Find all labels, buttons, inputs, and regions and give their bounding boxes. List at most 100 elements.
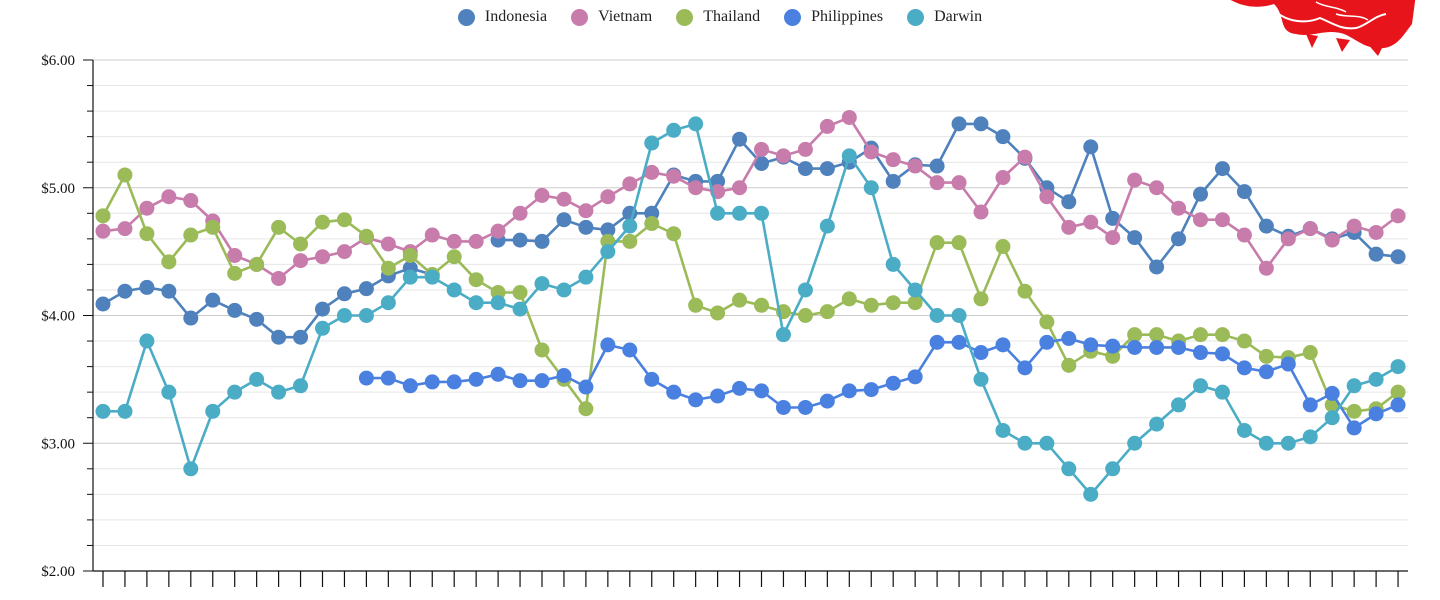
data-point — [1390, 397, 1406, 413]
data-point — [1258, 218, 1274, 234]
data-point — [951, 308, 967, 323]
y-tick-label: $5.00 — [41, 181, 75, 197]
data-point — [644, 135, 660, 151]
series-vietnam — [95, 109, 1406, 286]
data-point — [1236, 333, 1252, 349]
data-point — [819, 118, 835, 134]
data-point — [622, 342, 638, 358]
data-point — [95, 403, 111, 419]
data-point — [205, 219, 221, 235]
data-point — [644, 216, 660, 232]
data-point — [732, 380, 748, 396]
data-point — [1324, 385, 1340, 401]
legend-label: Vietnam — [598, 8, 653, 25]
data-point — [1302, 429, 1318, 445]
data-point — [754, 141, 769, 157]
data-point — [468, 295, 484, 311]
axes: $2.00 $3.00 $4.00 $5.00 $6.00 — [41, 53, 1408, 587]
data-point — [358, 308, 374, 323]
data-point — [249, 311, 265, 327]
data-point — [995, 422, 1011, 438]
data-point — [468, 371, 484, 387]
data-point — [1083, 337, 1099, 353]
data-point — [929, 235, 945, 251]
data-point — [1149, 259, 1165, 275]
data-point — [556, 212, 572, 228]
data-point — [797, 282, 813, 298]
data-point — [1171, 231, 1187, 247]
data-point — [1127, 230, 1143, 246]
legend-label: Indonesia — [484, 8, 548, 25]
data-point — [600, 244, 616, 260]
data-point — [293, 253, 309, 269]
data-point — [863, 144, 879, 160]
data-point — [907, 369, 923, 385]
data-point — [249, 256, 265, 272]
data-point — [1346, 403, 1362, 419]
data-point — [95, 208, 111, 224]
data-point — [468, 272, 484, 288]
data-point — [841, 148, 857, 164]
data-point — [1368, 406, 1384, 422]
data-point — [1017, 435, 1033, 451]
data-point — [336, 286, 352, 302]
data-point — [117, 283, 133, 299]
data-point — [139, 279, 155, 295]
data-point — [578, 401, 594, 417]
data-point — [1017, 149, 1033, 165]
data-point — [1039, 189, 1055, 205]
data-point — [1236, 227, 1252, 243]
data-point — [1390, 384, 1406, 400]
data-point — [951, 235, 967, 251]
data-point — [797, 141, 813, 157]
data-point — [512, 232, 528, 248]
data-point — [1346, 420, 1362, 436]
legend-item[interactable]: Vietnam — [571, 8, 652, 26]
data-point — [622, 233, 638, 249]
data-point — [161, 283, 177, 299]
data-point — [1083, 139, 1099, 155]
data-point — [512, 205, 528, 221]
logo-body — [1230, 0, 1416, 49]
data-point — [797, 308, 813, 323]
data-point — [710, 388, 726, 404]
data-point — [249, 371, 265, 387]
data-point — [139, 200, 155, 216]
data-point — [271, 219, 287, 235]
data-point — [512, 373, 528, 389]
data-point — [183, 310, 199, 326]
series-philippines — [358, 330, 1406, 436]
data-point — [1258, 260, 1274, 276]
data-point — [117, 221, 133, 237]
legend-item[interactable]: Philippines — [784, 8, 883, 26]
data-point — [710, 305, 726, 321]
data-point — [1324, 232, 1340, 248]
data-point — [1193, 327, 1208, 343]
data-point — [512, 285, 528, 301]
data-point — [1236, 422, 1252, 438]
data-point — [336, 212, 352, 228]
data-point — [1236, 360, 1252, 376]
data-point — [1280, 435, 1296, 451]
data-point — [402, 269, 418, 285]
data-point — [1193, 186, 1208, 202]
legend-item[interactable]: Indonesia — [457, 8, 548, 26]
data-point — [929, 308, 945, 323]
data-point — [863, 297, 879, 313]
series-indonesia — [95, 116, 1406, 345]
data-point — [1390, 359, 1406, 375]
data-point — [315, 249, 330, 265]
data-point — [1017, 360, 1033, 376]
data-point — [424, 269, 440, 285]
legend-item[interactable]: Thailand — [676, 8, 760, 26]
data-point — [380, 295, 396, 311]
y-tick-label: $3.00 — [41, 436, 75, 452]
legend-item[interactable]: Darwin — [907, 8, 982, 26]
data-point — [1193, 378, 1208, 394]
data-point — [1390, 249, 1406, 265]
data-point — [710, 205, 726, 221]
data-point — [578, 203, 594, 219]
data-point — [227, 384, 243, 400]
legend-swatch — [457, 8, 475, 26]
data-point — [315, 301, 330, 317]
